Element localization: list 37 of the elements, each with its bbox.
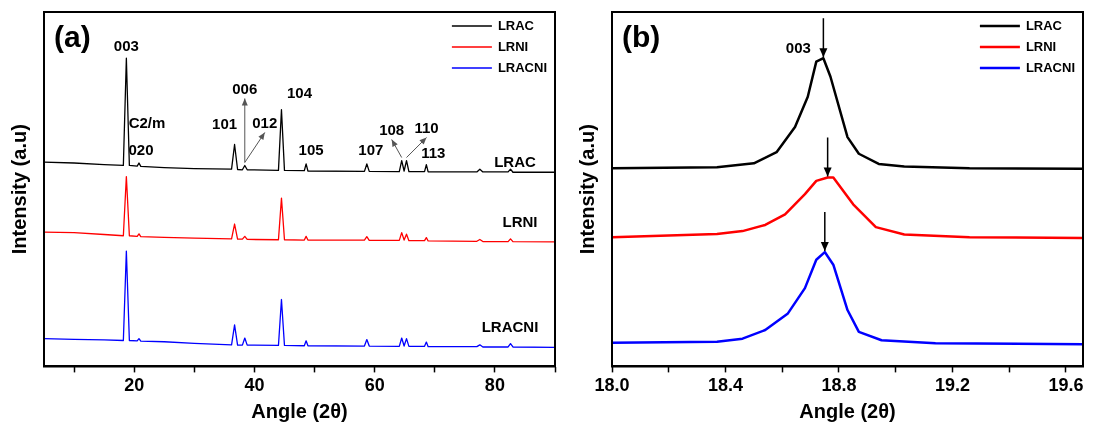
x-tick-label: 60 <box>364 375 385 396</box>
annotation: 108 <box>379 121 405 139</box>
text: (b) <box>622 20 661 54</box>
annotation: 101 <box>212 115 238 133</box>
text: (a) <box>54 20 91 54</box>
annotation: 003 <box>113 36 139 54</box>
x-tick-label: 20 <box>124 375 145 396</box>
x-tick-label: 19.6 <box>1048 375 1084 396</box>
x-tick-label: 18.4 <box>707 375 744 396</box>
legend-label: LRAC <box>497 17 535 33</box>
annotation: 104 <box>286 84 313 102</box>
legend-label: LRAC <box>1025 17 1063 33</box>
y-axis-title: Intensity (a.u) <box>575 124 598 255</box>
legend-label: LRACNI <box>497 59 547 75</box>
annotation: 020 <box>128 140 154 158</box>
annotation: 003 <box>785 38 811 56</box>
y-axis-title: Intensity (a.u) <box>7 124 30 255</box>
x-tick-label: 18.0 <box>594 375 630 396</box>
annotation: 105 <box>298 140 324 158</box>
annotation: 110 <box>414 119 439 137</box>
annotation: 113 <box>421 144 446 162</box>
annotation: 107 <box>358 140 384 158</box>
x-tick-label: 80 <box>484 375 505 396</box>
annotation: 012 <box>252 114 278 132</box>
legend-label: LRNI <box>497 38 529 54</box>
annotation: LRAC <box>494 152 536 170</box>
x-tick-label: 18.8 <box>821 375 857 396</box>
annotation: LRNI <box>502 212 538 230</box>
x-axis-title: Angle (2θ) <box>251 399 348 422</box>
x-tick-label: 40 <box>244 375 265 396</box>
annotation: C2/m <box>128 113 166 131</box>
annotation: 006 <box>232 80 258 98</box>
legend-label: LRACNI <box>1025 59 1075 75</box>
x-tick-label: 19.2 <box>934 375 971 396</box>
x-axis-title: Angle (2θ) <box>799 399 896 422</box>
annotation: LRACNI <box>481 317 539 335</box>
legend-label: LRNI <box>1025 38 1057 54</box>
